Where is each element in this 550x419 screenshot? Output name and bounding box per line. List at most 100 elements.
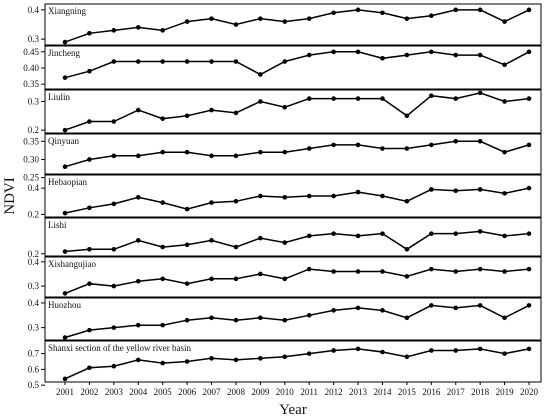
data-point bbox=[258, 193, 263, 199]
series-line bbox=[64, 348, 530, 380]
data-point bbox=[184, 317, 190, 323]
data-point bbox=[282, 195, 288, 200]
x-tick-label: 2011 bbox=[300, 387, 318, 397]
data-point bbox=[526, 142, 532, 148]
data-point bbox=[258, 16, 263, 21]
data-point bbox=[380, 231, 385, 236]
data-point bbox=[160, 322, 165, 328]
data-point bbox=[526, 303, 532, 308]
data-point bbox=[380, 193, 385, 199]
panel-title: Shanxi section of the yellow river basin bbox=[48, 343, 191, 353]
series-line bbox=[64, 140, 530, 168]
data-point bbox=[111, 325, 117, 330]
data-point bbox=[453, 305, 459, 311]
data-point bbox=[209, 107, 214, 113]
data-point bbox=[258, 72, 263, 77]
data-point bbox=[331, 308, 336, 313]
data-point bbox=[429, 187, 434, 192]
data-point bbox=[111, 119, 117, 124]
panel-title: Xiangning bbox=[48, 6, 86, 16]
x-tick-label: 2001 bbox=[56, 387, 74, 397]
panel-frame bbox=[44, 174, 542, 218]
data-point bbox=[62, 335, 68, 340]
data-point bbox=[282, 276, 288, 282]
data-point bbox=[502, 351, 507, 356]
data-point bbox=[135, 322, 141, 328]
data-point bbox=[209, 276, 214, 282]
data-point bbox=[87, 327, 92, 333]
data-point bbox=[282, 19, 288, 24]
y-tick-label: 0.5 bbox=[28, 380, 40, 390]
data-point bbox=[306, 96, 312, 101]
data-point bbox=[404, 315, 410, 321]
data-point bbox=[258, 99, 263, 104]
data-point bbox=[282, 149, 288, 155]
y-axis-title: NDVI bbox=[2, 177, 18, 215]
data-point bbox=[62, 249, 68, 254]
data-point bbox=[331, 269, 336, 274]
data-point bbox=[526, 96, 532, 101]
data-point bbox=[453, 138, 459, 144]
data-point bbox=[502, 191, 507, 196]
data-point bbox=[233, 59, 239, 64]
x-tick-label: 2004 bbox=[129, 387, 148, 397]
data-point bbox=[258, 271, 263, 277]
y-tick-label: 0.6 bbox=[28, 364, 40, 374]
data-point bbox=[135, 59, 141, 64]
data-point bbox=[502, 315, 507, 321]
data-point bbox=[111, 283, 117, 289]
x-tick-label: 2012 bbox=[325, 387, 343, 397]
data-point bbox=[233, 110, 239, 116]
x-tick-label: 2008 bbox=[227, 387, 246, 397]
data-point bbox=[87, 365, 92, 371]
x-tick-label: 2005 bbox=[154, 387, 173, 397]
data-point bbox=[209, 315, 214, 321]
data-point bbox=[160, 116, 165, 121]
panel-frame bbox=[44, 340, 542, 383]
data-point bbox=[429, 266, 434, 272]
data-point bbox=[355, 346, 361, 352]
data-point bbox=[306, 52, 312, 58]
data-point bbox=[184, 19, 190, 24]
data-point bbox=[502, 269, 507, 274]
data-point bbox=[380, 10, 385, 16]
panel-frame bbox=[44, 133, 542, 175]
data-point bbox=[355, 233, 361, 239]
data-point bbox=[233, 153, 239, 159]
data-point bbox=[477, 266, 483, 272]
data-point bbox=[331, 231, 336, 236]
data-point bbox=[453, 269, 459, 274]
series-line bbox=[64, 304, 530, 339]
panel-frame bbox=[44, 45, 542, 90]
data-point bbox=[87, 205, 92, 211]
y-tick-label: 0.45 bbox=[23, 47, 39, 57]
data-point bbox=[526, 49, 532, 55]
data-point bbox=[87, 157, 92, 162]
data-point bbox=[429, 231, 434, 236]
data-point bbox=[111, 363, 117, 369]
data-point bbox=[477, 138, 483, 144]
data-point bbox=[477, 303, 483, 308]
data-point bbox=[184, 242, 190, 248]
data-point bbox=[380, 349, 385, 355]
data-point bbox=[306, 233, 312, 239]
data-point bbox=[87, 246, 92, 252]
x-tick-label: 2020 bbox=[520, 387, 539, 397]
x-tick-label: 2019 bbox=[496, 387, 515, 397]
data-point bbox=[135, 153, 141, 159]
y-tick-label: 0.40 bbox=[23, 63, 39, 73]
data-point bbox=[453, 96, 459, 101]
data-point bbox=[429, 93, 434, 99]
data-point bbox=[87, 30, 92, 36]
panel-title: Qinyuan bbox=[48, 136, 79, 146]
y-tick-label: 0.35 bbox=[23, 79, 39, 89]
data-point bbox=[135, 357, 141, 363]
data-point bbox=[209, 153, 214, 159]
data-point bbox=[184, 206, 190, 212]
panel-title: Hebaopian bbox=[48, 177, 87, 187]
data-point bbox=[477, 90, 483, 96]
data-point bbox=[160, 360, 165, 366]
data-point bbox=[526, 231, 532, 236]
